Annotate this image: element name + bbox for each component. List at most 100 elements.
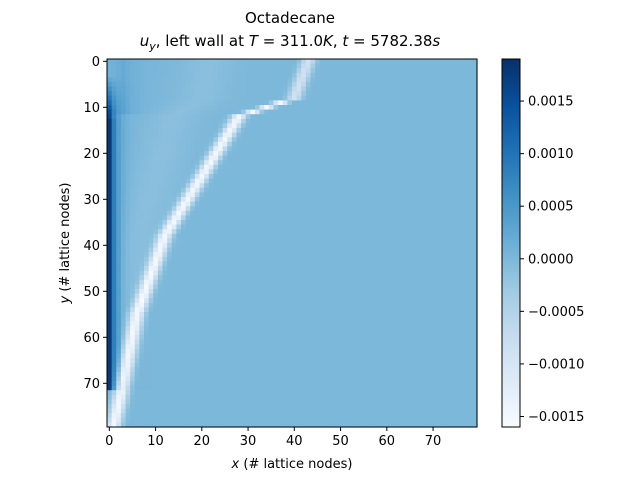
heatmap-cell bbox=[305, 312, 312, 318]
heatmap-cell bbox=[375, 183, 381, 189]
heatmap-cell bbox=[171, 59, 177, 65]
heatmap-cell bbox=[296, 335, 302, 341]
heatmap-cell bbox=[134, 261, 140, 267]
heatmap-cell bbox=[278, 86, 284, 92]
heatmap-cell bbox=[268, 114, 275, 120]
heatmap-cell bbox=[319, 183, 325, 189]
heatmap-cell bbox=[181, 123, 187, 129]
heatmap-cell bbox=[167, 187, 173, 193]
heatmap-cell bbox=[116, 220, 122, 226]
heatmap-cell bbox=[338, 233, 344, 239]
heatmap-cell bbox=[282, 289, 288, 295]
heatmap-cell bbox=[120, 118, 127, 124]
heatmap-cell bbox=[398, 82, 404, 88]
heatmap-cell bbox=[222, 68, 228, 74]
heatmap-cell bbox=[162, 289, 168, 295]
heatmap-cell bbox=[245, 192, 251, 198]
heatmap-cell bbox=[125, 68, 131, 74]
heatmap-cell bbox=[370, 206, 376, 212]
heatmap-cell bbox=[292, 284, 298, 290]
heatmap-cell bbox=[403, 197, 409, 203]
heatmap-cell bbox=[116, 137, 122, 143]
heatmap-cell bbox=[329, 132, 335, 138]
heatmap-cell bbox=[111, 339, 117, 345]
heatmap-cell bbox=[227, 118, 233, 124]
heatmap-cell bbox=[227, 275, 233, 281]
heatmap-cell bbox=[384, 151, 390, 157]
heatmap-cell bbox=[139, 307, 145, 313]
heatmap-cell bbox=[194, 330, 201, 336]
heatmap-cell bbox=[130, 118, 136, 124]
heatmap-cell bbox=[213, 270, 219, 276]
heatmap-cell bbox=[389, 302, 395, 308]
heatmap-cell bbox=[384, 95, 390, 101]
heatmap-cell bbox=[463, 284, 469, 290]
heatmap-cell bbox=[218, 183, 224, 189]
heatmap-cell bbox=[125, 187, 131, 193]
heatmap-cell bbox=[342, 137, 349, 143]
heatmap-cell bbox=[107, 132, 113, 138]
heatmap-cell bbox=[463, 252, 469, 258]
heatmap-cell bbox=[287, 91, 293, 97]
heatmap-cell bbox=[227, 174, 233, 180]
heatmap-cell bbox=[287, 339, 293, 345]
heatmap-cell bbox=[366, 316, 372, 322]
heatmap-cell bbox=[467, 201, 473, 207]
heatmap-cell bbox=[190, 289, 196, 295]
heatmap-cell bbox=[310, 82, 316, 88]
heatmap-cell bbox=[412, 187, 418, 193]
heatmap-cell bbox=[292, 169, 298, 175]
heatmap-cell bbox=[324, 68, 330, 74]
heatmap-cell bbox=[116, 91, 122, 97]
heatmap-cell bbox=[213, 206, 219, 212]
heatmap-cell bbox=[236, 123, 242, 129]
heatmap-cell bbox=[111, 321, 117, 327]
heatmap-cell bbox=[292, 95, 298, 101]
heatmap-cell bbox=[375, 146, 381, 152]
heatmap-cell bbox=[245, 335, 251, 341]
heatmap-cell bbox=[315, 137, 321, 143]
heatmap-cell bbox=[125, 266, 131, 272]
heatmap-cell bbox=[329, 105, 335, 111]
heatmap-cell bbox=[167, 128, 173, 134]
heatmap-cell bbox=[171, 192, 177, 198]
heatmap-cell bbox=[296, 243, 302, 249]
heatmap-cell bbox=[176, 247, 182, 253]
heatmap-cell bbox=[259, 100, 265, 106]
heatmap-cell bbox=[393, 325, 399, 331]
heatmap-cell bbox=[255, 247, 261, 253]
heatmap-cell bbox=[144, 82, 150, 88]
heatmap-cell bbox=[218, 284, 224, 290]
heatmap-cell bbox=[301, 206, 307, 212]
heatmap-cell bbox=[144, 325, 150, 331]
heatmap-cell bbox=[120, 293, 127, 299]
heatmap-cell bbox=[213, 252, 219, 258]
heatmap-cell bbox=[315, 105, 321, 111]
heatmap-cell bbox=[444, 174, 450, 180]
heatmap-cell bbox=[125, 192, 131, 198]
heatmap-cell bbox=[116, 330, 122, 336]
heatmap-cell bbox=[259, 229, 265, 235]
heatmap-cell bbox=[171, 100, 177, 106]
heatmap-cell bbox=[444, 243, 450, 249]
heatmap-cell bbox=[440, 275, 446, 281]
heatmap-cell bbox=[315, 160, 321, 166]
heatmap-cell bbox=[301, 174, 307, 180]
heatmap-cell bbox=[352, 91, 358, 97]
heatmap-cell bbox=[338, 316, 344, 322]
heatmap-cell bbox=[384, 330, 390, 336]
heatmap-cell bbox=[190, 174, 196, 180]
heatmap-cell bbox=[107, 312, 113, 318]
heatmap-cell bbox=[185, 238, 191, 244]
heatmap-cell bbox=[107, 146, 113, 152]
heatmap-cell bbox=[227, 95, 233, 101]
heatmap-cell bbox=[472, 197, 478, 203]
heatmap-cell bbox=[319, 302, 325, 308]
heatmap-cell bbox=[236, 321, 242, 327]
heatmap-cell bbox=[241, 174, 247, 180]
heatmap-cell bbox=[278, 307, 284, 313]
heatmap-cell bbox=[453, 77, 460, 83]
heatmap-cell bbox=[250, 123, 256, 129]
heatmap-cell bbox=[273, 321, 279, 327]
heatmap-cell bbox=[333, 77, 339, 83]
